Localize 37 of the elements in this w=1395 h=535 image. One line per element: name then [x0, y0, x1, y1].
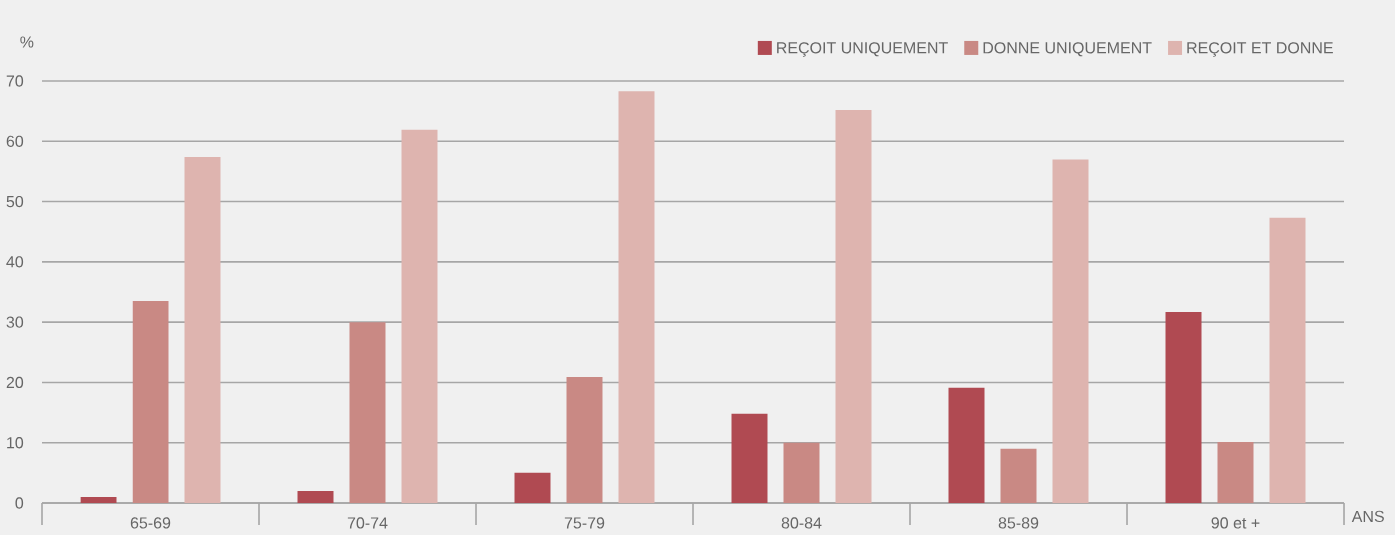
x-tick-label: 65-69 [130, 517, 171, 529]
legend-label: REÇOIT UNIQUEMENT [777, 42, 948, 57]
bar [132, 301, 169, 503]
y-tick-label: 20 [6, 376, 24, 389]
y-tick-label: 60 [6, 135, 24, 147]
bar [184, 156, 221, 503]
bar [401, 129, 438, 503]
bar [618, 91, 655, 503]
bar [514, 472, 551, 503]
bar [1217, 442, 1254, 503]
x-tick-label: 75-79 [564, 517, 605, 529]
x-axis-title: ANS [1351, 510, 1384, 523]
bar [948, 387, 985, 503]
bar [1165, 311, 1202, 503]
y-tick-label: 70 [6, 75, 24, 87]
bar [349, 322, 386, 503]
y-tick-label: 10 [7, 437, 24, 449]
bar [1052, 159, 1089, 503]
x-tick-label: 80-84 [781, 517, 822, 529]
bar [566, 377, 603, 503]
legend-label: DONNE UNIQUEMENT [983, 42, 1152, 57]
x-tick-label: 90 et + [1211, 517, 1260, 529]
bar [783, 442, 820, 503]
bar [1269, 217, 1306, 503]
y-axis-title: % [20, 36, 34, 48]
bar [835, 109, 872, 503]
x-tick-label: 85-89 [998, 517, 1039, 529]
bar [731, 413, 768, 503]
y-tick-label: 40 [6, 256, 24, 268]
y-tick-label: 30 [6, 316, 24, 328]
x-tick-label: 70-74 [347, 517, 388, 529]
bar [1000, 448, 1037, 503]
y-tick-label: 0 [15, 497, 24, 509]
bar [80, 496, 117, 503]
legend-label: REÇOIT ET DONNE [1187, 42, 1333, 57]
bar [297, 490, 334, 503]
y-tick-label: 50 [6, 195, 24, 208]
